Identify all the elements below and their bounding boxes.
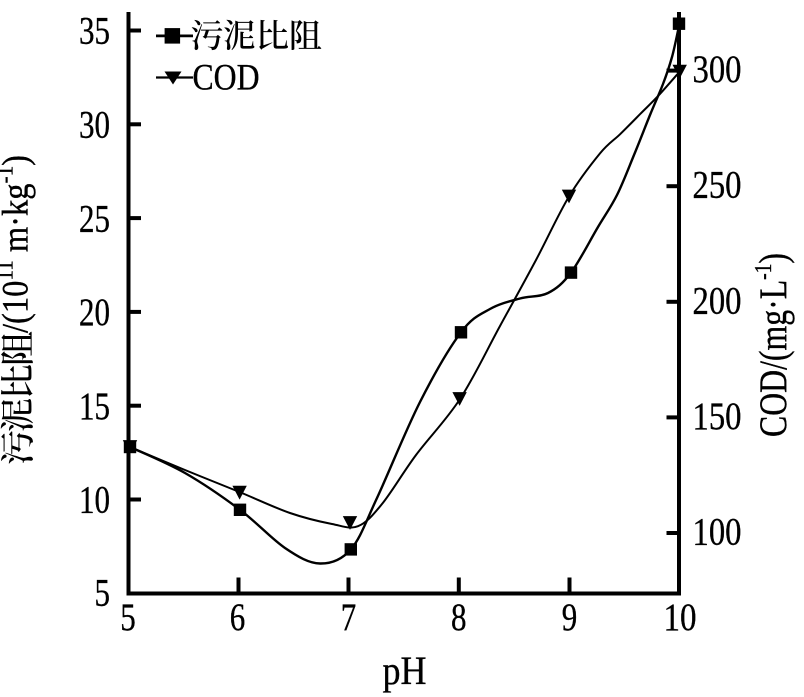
svg-text:5: 5 bbox=[95, 572, 111, 615]
svg-text:100: 100 bbox=[693, 511, 742, 554]
svg-text:9: 9 bbox=[562, 596, 578, 639]
svg-text:7: 7 bbox=[341, 596, 357, 639]
svg-text:COD/(mg·L-1): COD/(mg·L-1) bbox=[751, 253, 795, 437]
svg-text:10: 10 bbox=[664, 596, 697, 639]
svg-text:300: 300 bbox=[693, 48, 742, 91]
svg-text:15: 15 bbox=[79, 385, 110, 428]
svg-text:250: 250 bbox=[693, 164, 742, 207]
svg-text:10: 10 bbox=[79, 479, 110, 522]
svg-text:35: 35 bbox=[79, 10, 110, 53]
svg-text:25: 25 bbox=[79, 197, 110, 240]
svg-text:/(1011 m·kg-1): /(1011 m·kg-1) bbox=[0, 155, 37, 333]
svg-text:20: 20 bbox=[79, 291, 110, 334]
svg-text:6: 6 bbox=[230, 596, 246, 639]
svg-text:COD: COD bbox=[193, 57, 260, 98]
svg-text:30: 30 bbox=[79, 104, 110, 147]
svg-text:pH: pH bbox=[383, 648, 427, 693]
svg-text:8: 8 bbox=[451, 596, 467, 639]
svg-text:200: 200 bbox=[693, 279, 742, 322]
svg-text:150: 150 bbox=[693, 395, 742, 438]
svg-text:5: 5 bbox=[120, 596, 136, 639]
